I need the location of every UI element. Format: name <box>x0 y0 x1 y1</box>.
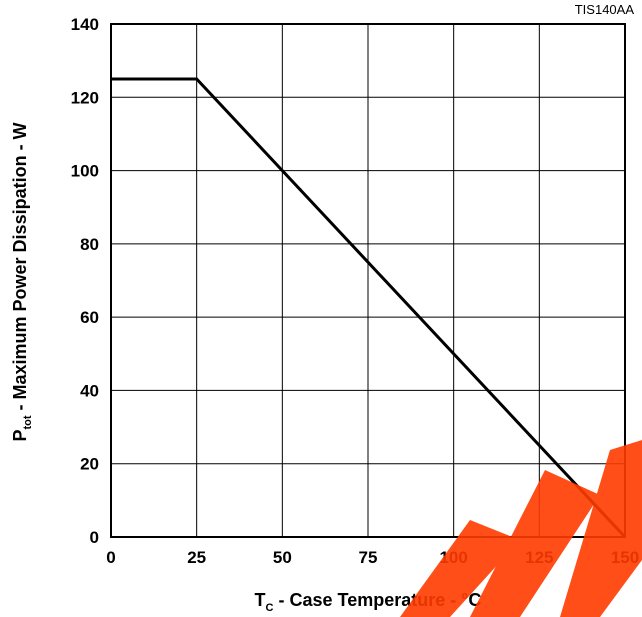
y-tick-label: 100 <box>71 162 99 181</box>
grid-lines <box>110 23 626 538</box>
plot-frame <box>110 23 626 538</box>
y-axis-title-rest: - Maximum Power Dissipation - W <box>10 122 30 415</box>
y-tick-label: 40 <box>80 381 99 400</box>
x-axis-title-subscript: C <box>266 602 274 614</box>
y-tick-label: 120 <box>71 88 99 107</box>
y-tick-label: 80 <box>80 235 99 254</box>
x-tick-label: 0 <box>106 548 115 567</box>
figure-id: TIS140AA <box>575 2 635 17</box>
y-axis-title-subscript: tot <box>22 415 34 429</box>
y-tick-label: 0 <box>90 528 99 547</box>
y-axis-title-main: P <box>10 430 30 442</box>
y-axis-title: Ptot - Maximum Power Dissipation - W <box>10 122 34 441</box>
y-tick-label: 60 <box>80 308 99 327</box>
y-tick-labels: 0 20 40 60 80 100 120 140 <box>71 15 99 547</box>
x-tick-label: 50 <box>273 548 292 567</box>
y-tick-label: 20 <box>80 455 99 474</box>
series-layer <box>111 77 627 539</box>
y-tick-label: 140 <box>71 15 99 34</box>
watermark-logo <box>400 440 642 617</box>
x-axis-title-main: T <box>255 590 266 610</box>
x-tick-label: 25 <box>187 548 206 567</box>
derating-line <box>111 77 627 539</box>
x-tick-label: 75 <box>359 548 378 567</box>
